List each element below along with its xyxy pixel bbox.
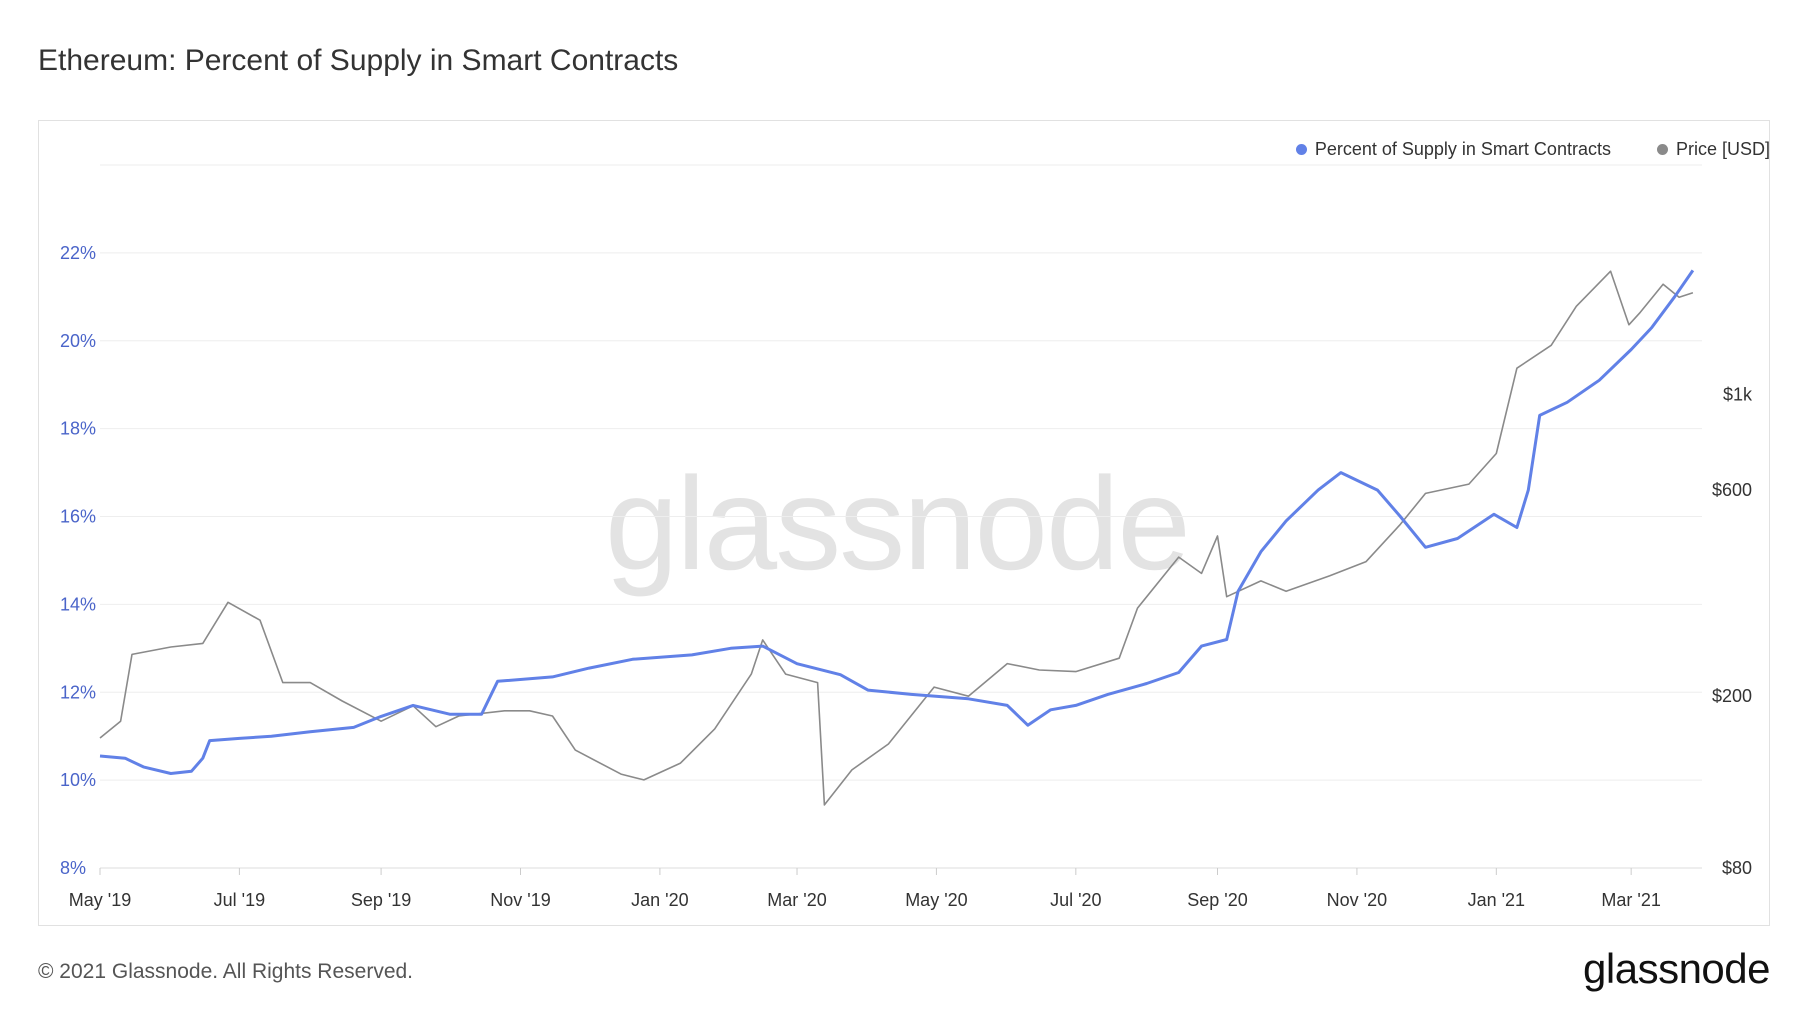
glassnode-logo: glassnode (1583, 945, 1770, 992)
y-left-tick-label: 22% (60, 243, 96, 263)
x-tick-label: Jan '20 (631, 890, 688, 910)
legend-item-supply[interactable]: Percent of Supply in Smart Contracts (1295, 139, 1611, 160)
x-tick-label: Jan '21 (1468, 890, 1525, 910)
y-left-tick-label: 10% (60, 770, 96, 790)
x-tick-label: Nov '20 (1327, 890, 1387, 910)
y-right-tick-label: $1k (1723, 384, 1753, 404)
y-left-tick-label: 20% (60, 331, 96, 351)
y-right-tick-label: $80 (1722, 858, 1752, 878)
y-right-tick-label: $200 (1712, 686, 1752, 706)
chart-frame (38, 120, 1770, 926)
series-line-price (99, 270, 1694, 806)
x-tick-label: May '19 (69, 890, 131, 910)
page-title: Ethereum: Percent of Supply in Smart Con… (38, 44, 679, 77)
y-right-tick-label: $600 (1712, 480, 1752, 500)
watermark: glassnode (605, 450, 1191, 597)
copyright: © 2021 Glassnode. All Rights Reserved. (38, 960, 414, 983)
y-left-tick-label: 18% (60, 419, 96, 439)
y-left-tick-label: 16% (60, 507, 96, 527)
y-left-tick-label: 12% (60, 682, 96, 702)
x-tick-label: Nov '19 (490, 890, 550, 910)
y-left-tick-label: 8% (60, 858, 86, 878)
legend: Percent of Supply in Smart Contracts Pri… (1295, 139, 1770, 160)
legend-label-price: Price [USD] (1675, 139, 1770, 159)
x-tick-label: Mar '20 (767, 890, 826, 910)
x-tick-label: Jul '19 (214, 890, 265, 910)
x-tick-label: May '20 (905, 890, 967, 910)
x-tick-label: Mar '21 (1601, 890, 1660, 910)
x-tick-label: Sep '20 (1187, 890, 1248, 910)
x-tick-label: Jul '20 (1050, 890, 1101, 910)
series-line-supply (99, 269, 1695, 775)
legend-label-supply: Percent of Supply in Smart Contracts (1314, 139, 1611, 159)
legend-dot-supply (1295, 144, 1307, 155)
legend-item-price[interactable]: Price [USD] (1656, 139, 1770, 160)
legend-dot-price (1656, 144, 1668, 155)
y-left-tick-label: 14% (60, 594, 96, 614)
x-tick-label: Sep '19 (351, 890, 412, 910)
